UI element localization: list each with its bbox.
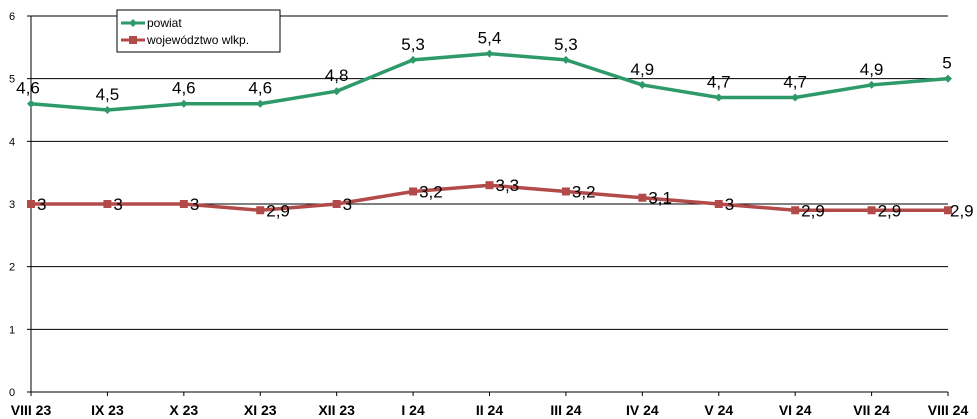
data-point <box>103 200 112 208</box>
y-tick-label: 2 <box>9 262 15 274</box>
data-point <box>791 93 800 102</box>
x-tick-label: III 24 <box>550 402 581 418</box>
y-tick-label: 4 <box>9 136 15 148</box>
data-label: 2,9 <box>878 201 902 220</box>
data-point <box>485 181 494 190</box>
data-label: 5,3 <box>401 35 425 54</box>
data-label: 4,9 <box>860 60 884 79</box>
x-axis-ticks: VIII 23 IX 23 X 23 XI 23 XII 23 I 24 II 24 III … <box>11 392 969 418</box>
data-point <box>332 200 341 208</box>
legend-label: województwo wlkp. <box>146 33 249 47</box>
data-point <box>256 99 265 108</box>
data-label: 2,9 <box>266 201 290 220</box>
data-point <box>714 200 723 208</box>
legend-marker <box>129 19 137 27</box>
legend: powiat województwo wlkp. <box>116 9 281 53</box>
data-point <box>409 55 418 64</box>
x-tick-label: V 24 <box>704 402 733 418</box>
y-tick-label: 6 <box>9 11 15 23</box>
data-point <box>256 206 265 215</box>
series-line <box>30 51 949 112</box>
x-tick-label: IX 23 <box>91 402 124 418</box>
data-point <box>867 80 876 89</box>
data-point <box>944 74 952 83</box>
data-label: 2,9 <box>801 201 825 220</box>
data-point <box>638 80 647 89</box>
data-label: 3 <box>725 195 734 214</box>
x-tick-label: X 23 <box>169 402 198 418</box>
data-point <box>561 55 570 64</box>
data-point <box>791 206 800 215</box>
x-tick-label: IV 24 <box>626 402 659 418</box>
data-point <box>27 99 35 108</box>
data-point <box>179 99 188 108</box>
x-tick-label: XI 23 <box>244 402 277 418</box>
data-label: 3 <box>343 195 352 214</box>
data-label: 3 <box>190 195 199 214</box>
data-point <box>179 200 188 208</box>
data-label: 4,6 <box>248 79 272 98</box>
data-point <box>409 187 418 196</box>
legend-marker <box>129 36 137 44</box>
data-point <box>332 87 341 96</box>
data-point <box>867 206 876 215</box>
legend-box <box>116 9 281 53</box>
y-tick-label: 5 <box>9 74 15 86</box>
data-label: 3,2 <box>572 182 596 201</box>
data-label: 2,9 <box>950 201 974 220</box>
data-point <box>714 93 723 102</box>
data-label: 3 <box>113 195 122 214</box>
x-tick-label: II 24 <box>476 402 503 418</box>
y-axis-ticks: 0 1 2 3 4 5 6 <box>9 11 15 399</box>
data-label: 5,3 <box>554 35 578 54</box>
x-tick-label: VIII 24 <box>928 402 969 418</box>
data-point <box>103 106 112 114</box>
data-point <box>485 49 494 58</box>
y-tick-label: 0 <box>9 387 15 399</box>
data-label: 4,6 <box>16 79 40 98</box>
data-label: 5,4 <box>478 29 502 48</box>
data-label: 4,7 <box>783 72 807 91</box>
data-point <box>27 200 35 208</box>
data-point <box>638 193 647 202</box>
y-tick-label: 3 <box>9 199 15 211</box>
series-group <box>27 49 952 215</box>
y-tick-label: 1 <box>9 324 15 336</box>
data-label: 4,9 <box>631 60 655 79</box>
x-tick-label: I 24 <box>401 402 425 418</box>
x-tick-label: VI 24 <box>779 402 812 418</box>
x-tick-label: VIII 23 <box>11 402 52 418</box>
data-label: 4,7 <box>707 72 731 91</box>
data-point <box>944 206 952 215</box>
data-label: 4,5 <box>96 85 120 104</box>
data-label: 3,1 <box>648 189 672 208</box>
legend-label: powiat <box>147 16 182 30</box>
data-point <box>561 187 570 196</box>
x-tick-label: XII 23 <box>318 402 355 418</box>
data-label: 4,6 <box>172 79 196 98</box>
x-tick-label: VII 24 <box>853 402 890 418</box>
data-label: 3,2 <box>419 182 443 201</box>
data-label: 3 <box>37 195 46 214</box>
data-label: 4,8 <box>325 66 349 85</box>
data-label: 5 <box>942 54 951 73</box>
data-labels: 4,6 4,5 4,6 4,6 4,8 5,3 5,4 5,3 4,9 4,7 4,7 4,9 5 3 3 3… <box>16 29 973 221</box>
data-label: 3,3 <box>496 176 520 195</box>
